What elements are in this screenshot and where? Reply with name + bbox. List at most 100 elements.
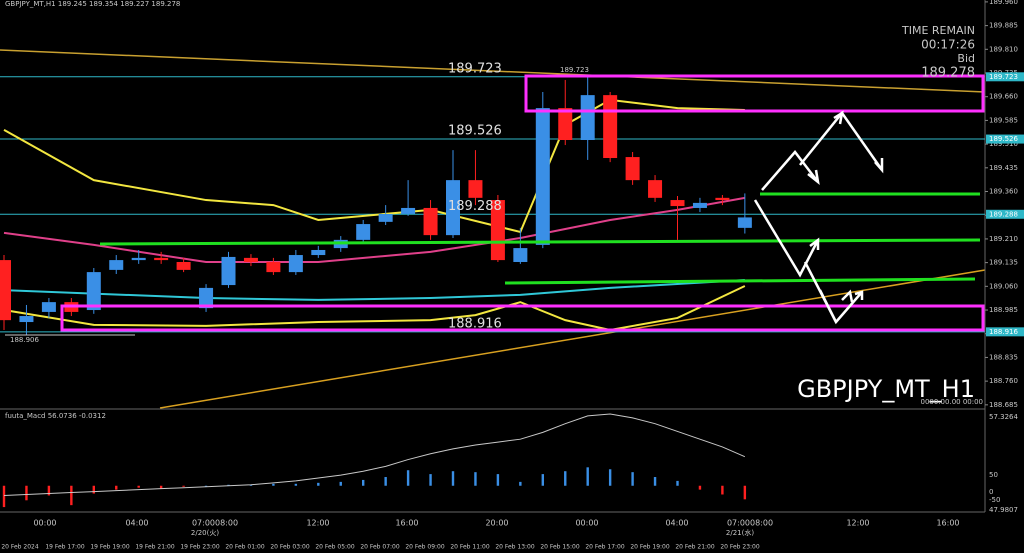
macd-bar bbox=[676, 480, 679, 486]
candle-body bbox=[423, 207, 438, 236]
macd-bar bbox=[653, 477, 657, 486]
candle-body bbox=[131, 257, 146, 261]
indicator-line bbox=[3, 285, 746, 331]
level-tag bbox=[986, 327, 1024, 337]
day-label: 2/21(水) bbox=[726, 528, 754, 537]
date-label: 20 Feb 01:00 bbox=[225, 544, 265, 551]
macd-bar bbox=[294, 483, 298, 486]
time-remain-label: TIME REMAIN bbox=[901, 24, 975, 37]
support-line bbox=[99, 238, 981, 246]
candle-body bbox=[401, 207, 416, 214]
date-label: 20 Feb 21:00 bbox=[675, 544, 715, 551]
candle-body bbox=[378, 213, 393, 222]
date-label: 20 Feb 07:00 bbox=[360, 544, 400, 551]
y-tick-label: 189.660 bbox=[989, 93, 1018, 101]
macd-bar bbox=[272, 483, 275, 486]
y-tick-label: 189.360 bbox=[989, 188, 1018, 196]
zone-box bbox=[524, 74, 985, 113]
y-tick-label: 189.585 bbox=[989, 116, 1018, 124]
high: 189.354 bbox=[89, 0, 118, 8]
y-tick-label: 189.510 bbox=[989, 140, 1018, 148]
level-tag-label: 189.288 bbox=[989, 210, 1018, 218]
candle-body bbox=[199, 287, 214, 309]
macd-bar bbox=[496, 474, 500, 486]
macd-axis-label: 0 bbox=[989, 488, 993, 496]
high-label: 189.723 bbox=[560, 66, 589, 74]
candle-body bbox=[109, 260, 124, 270]
y-tick-label: 189.810 bbox=[989, 45, 1018, 53]
candle-body bbox=[86, 272, 101, 311]
macd-bar bbox=[182, 485, 185, 487]
macd-axis-label: 47.9807 bbox=[989, 506, 1018, 514]
y-tick-label: 189.885 bbox=[989, 22, 1018, 30]
macd-title: fuuta_Macd 56.0736 -0.0312 bbox=[5, 412, 106, 420]
candle-body bbox=[490, 200, 505, 261]
level-label: 189.288 bbox=[448, 199, 502, 214]
macd-bar bbox=[451, 471, 455, 486]
macd-bar bbox=[70, 485, 73, 506]
candle-body bbox=[243, 257, 258, 262]
date-label: 20 Feb 09:00 bbox=[405, 544, 445, 551]
level-tag-label: 189.526 bbox=[989, 135, 1018, 143]
date-label: 20 Feb 17:00 bbox=[585, 544, 625, 551]
candle-body bbox=[266, 261, 281, 273]
macd-bar bbox=[384, 477, 387, 486]
x-tick-label: 16:00 bbox=[936, 519, 959, 528]
date-label: 19 Feb 21:00 bbox=[135, 544, 175, 551]
low-label: 188.906 bbox=[10, 336, 39, 344]
macd-bar bbox=[631, 472, 634, 486]
arrow bbox=[753, 199, 820, 278]
time-remain: 00:17:26 bbox=[921, 38, 975, 52]
scenario-arrows bbox=[753, 110, 884, 325]
x-tick-label: 07:0008:00 bbox=[727, 519, 773, 528]
x-tick-label: 20:00 bbox=[485, 519, 508, 528]
candle-body bbox=[41, 302, 56, 312]
candle-body bbox=[625, 157, 640, 181]
watermark: GBPJPY_MT_H1 bbox=[797, 375, 975, 403]
bid: 189.278 bbox=[921, 66, 975, 81]
macd-bar bbox=[406, 470, 410, 486]
macd-axis-label: 50 bbox=[989, 471, 998, 479]
macd-bar bbox=[92, 485, 95, 494]
arrow bbox=[833, 110, 844, 125]
candle-body bbox=[670, 200, 685, 207]
macd-bar bbox=[362, 479, 365, 486]
date-label: 20 Feb 11:00 bbox=[450, 544, 490, 551]
macd-axis-label: 57.3264 bbox=[989, 413, 1018, 421]
date-label: 20 Feb 03:00 bbox=[270, 544, 310, 551]
level-label: 189.723 bbox=[448, 61, 502, 76]
macd-bar bbox=[47, 485, 51, 496]
level-tag bbox=[986, 72, 1024, 82]
candle-body bbox=[737, 217, 752, 228]
candle-body bbox=[221, 256, 236, 286]
macd-signal bbox=[3, 413, 746, 496]
macd-bar bbox=[429, 474, 432, 486]
low: 189.227 bbox=[120, 0, 149, 8]
macd-bar bbox=[317, 482, 320, 486]
date-label: 20 Feb 15:00 bbox=[540, 544, 580, 551]
date-label: 20 Feb 2024 bbox=[1, 544, 39, 551]
macd-bar bbox=[608, 469, 612, 486]
candle-body bbox=[580, 95, 595, 141]
level-tag-label: 188.916 bbox=[989, 328, 1018, 336]
date-label: 20 Feb 19:00 bbox=[630, 544, 670, 551]
candle-body bbox=[715, 197, 730, 201]
trend-line bbox=[0, 49, 986, 93]
macd-bar bbox=[721, 485, 724, 495]
x-tick-label: 04:00 bbox=[665, 519, 688, 528]
level-tag-label: 189.723 bbox=[989, 73, 1018, 81]
candle-body bbox=[154, 257, 169, 261]
macd-bar bbox=[159, 485, 163, 489]
y-tick-label: 189.135 bbox=[989, 259, 1018, 267]
macd-bar bbox=[541, 474, 544, 486]
x-tick-label: 07:0008:00 bbox=[192, 519, 238, 528]
date-label: 20 Feb 13:00 bbox=[495, 544, 535, 551]
arrow bbox=[818, 289, 854, 323]
y-tick-label: 189.060 bbox=[989, 282, 1018, 290]
level-tag bbox=[986, 134, 1024, 144]
bid-label: Bid bbox=[957, 52, 975, 65]
candle-body bbox=[468, 180, 483, 198]
y-tick-label: 189.210 bbox=[989, 235, 1018, 243]
